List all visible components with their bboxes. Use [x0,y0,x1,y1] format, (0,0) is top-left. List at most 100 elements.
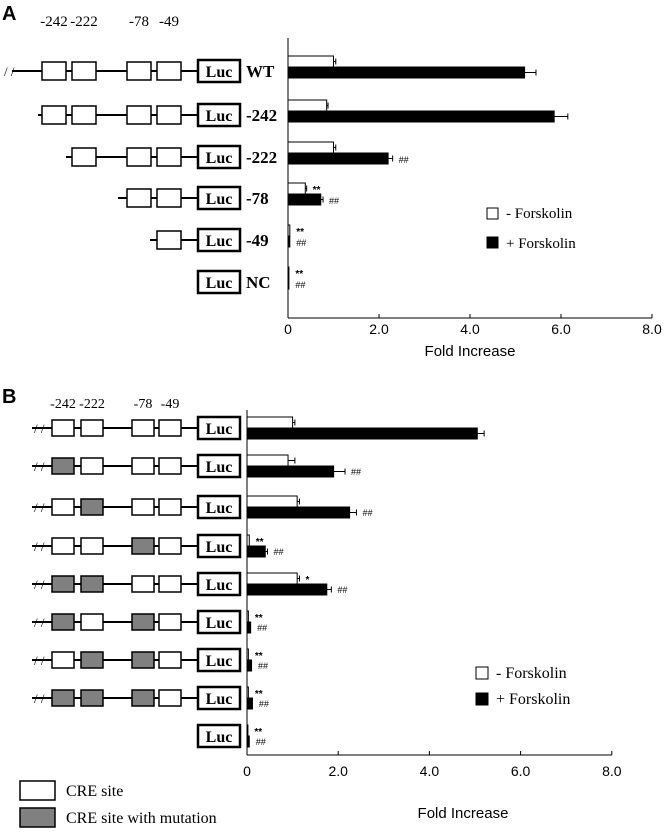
luc-label: Luc [206,191,233,208]
cre-site-box [158,419,182,437]
construct-label: -78 [246,189,269,208]
bar-plus-forskolin [246,583,328,596]
cre-site-box [158,457,182,475]
luc-label: Luc [206,421,233,438]
cre-site-box [80,537,104,555]
luc-box [196,415,242,441]
mutated-cre-site-box [131,689,155,707]
cre-site-box [156,188,182,208]
luc-box [196,227,242,253]
cre-site-box [41,105,67,125]
luc-label: Luc [206,577,233,594]
mutated-cre-site-box [80,498,104,516]
luc-box [196,723,242,749]
luc-box [196,609,242,635]
mutated-cre-site-box [51,613,75,631]
cre-site-box [158,498,182,516]
luc-box [196,58,242,84]
site-label: -222 [70,14,98,30]
luc-box [196,494,242,520]
x-tick-label: 2.0 [328,763,348,779]
luc-box [196,453,242,479]
cre-site-box [51,651,75,669]
cre-site-box [156,105,182,125]
significance-marker: ** [256,537,264,548]
x-tick-label: 4.0 [420,763,440,779]
site-label: -222 [79,397,105,412]
mutated-cre-site-box [131,537,155,555]
mutated-cre-site-box [80,575,104,593]
cre-site-box [126,105,152,125]
luc-label: Luc [206,729,233,746]
mutated-cre-site-box [131,651,155,669]
cre-site-box [131,419,155,437]
legend-swatch-minus [486,207,499,220]
significance-marker: ** [255,651,263,662]
significance-marker: ** [255,613,263,624]
luc-label: Luc [206,150,233,167]
bar-plus-forskolin [246,621,252,634]
luc-box [196,185,242,211]
luc-box [196,144,242,170]
cre-site-box [131,575,155,593]
panel-a-label: A [2,3,16,25]
cre-site-box [156,230,182,250]
bar-plus-forskolin [287,152,389,165]
break-mark-icon: / / [34,459,45,474]
significance-marker: ## [256,737,266,747]
break-mark-icon: / / [4,64,15,79]
legend-swatch-minus [475,666,489,680]
luc-box [196,571,242,597]
luc-box [196,685,242,711]
x-tick-label: 0 [243,763,251,779]
cre-site-box [41,61,67,81]
significance-marker: ## [399,155,409,165]
site-label: -242 [50,397,76,412]
significance-marker: ** [255,689,263,700]
break-mark-icon: / / [34,421,45,436]
cre-site-box [158,613,182,631]
bar-minus-forskolin [246,572,298,585]
cre-site-box [156,147,182,167]
cre-site-box [71,61,97,81]
significance-marker: ** [296,227,304,238]
break-mark-icon: / / [34,539,45,554]
site-label: -49 [159,14,179,30]
significance-marker: ## [337,585,347,595]
luc-label: Luc [206,500,233,517]
site-label: -78 [134,397,153,412]
mutated-cre-site-box [51,689,75,707]
bar-minus-forskolin [287,182,306,195]
cre-site-box [158,575,182,593]
break-mark-icon: / / [34,500,45,515]
site-label: -242 [40,14,68,30]
significance-marker: ## [329,196,339,206]
luc-box [196,269,242,295]
significance-marker: ## [362,508,372,518]
luc-box [196,647,242,673]
construct-label: -242 [246,106,277,125]
mutated-cre-site-box [51,457,75,475]
x-tick-label: 2.0 [369,321,389,337]
panel-b-label: B [2,386,16,408]
cre-site-box [80,613,104,631]
legend-label-minus: - Forskolin [506,206,573,222]
luc-box [196,533,242,559]
break-mark-icon: / / [34,615,45,630]
luc-label: Luc [206,64,233,81]
mutated-cre-site-box [80,689,104,707]
bar-plus-forskolin [246,697,253,710]
x-tick-label: 0 [284,321,292,337]
luc-label: Luc [206,615,233,632]
significance-marker: ## [351,467,361,477]
cre-site-box [51,419,75,437]
luc-label: Luc [206,691,233,708]
cre-site-box [126,188,152,208]
bar-plus-forskolin [246,506,351,519]
x-tick-label: 4.0 [460,321,480,337]
luc-label: Luc [206,653,233,670]
cre-site-legend-swatch [19,780,56,801]
bar-minus-forskolin [287,141,334,154]
